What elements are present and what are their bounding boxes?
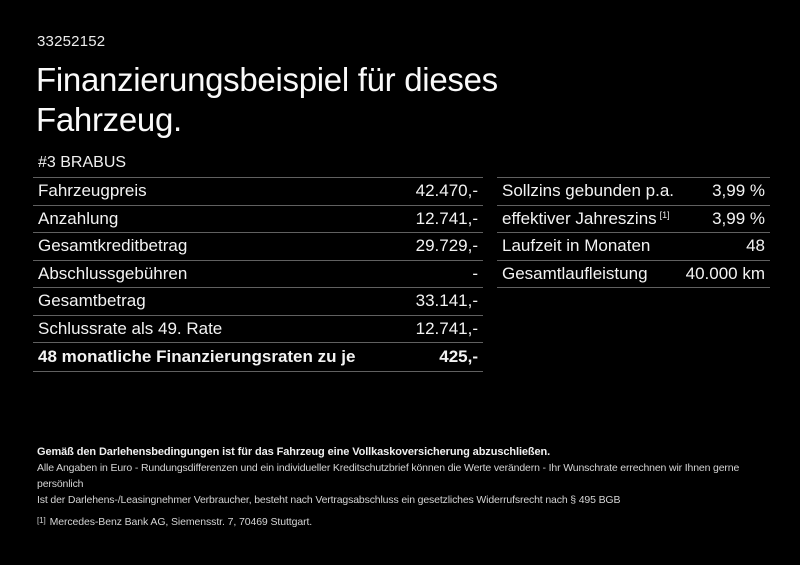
row-value: 12.741,- — [415, 208, 478, 228]
row-label: effektiver Jahreszins [1] — [502, 209, 670, 229]
conditions-table: Sollzins gebunden p.a. 3,99 % effektiver… — [497, 177, 770, 288]
table-row-gesamtkreditbetrag: Gesamtkreditbetrag 29.729,- — [33, 233, 483, 261]
table-row-anzahlung: Anzahlung 12.741,- — [33, 206, 483, 233]
document-id: 33252152 — [37, 33, 106, 50]
row-label: Gesamtkreditbetrag — [38, 236, 188, 256]
row-value: - — [472, 263, 478, 283]
row-label: Gesamtbetrag — [38, 291, 146, 311]
legal-fine-print: Gemäß den Darlehensbedingungen ist für d… — [37, 444, 767, 529]
table-row-laufzeit: Laufzeit in Monaten 48 — [497, 233, 770, 261]
page-title: Finanzierungsbeispiel für dieses Fahrzeu… — [36, 61, 498, 138]
table-row-gesamtlaufleistung: Gesamtlaufleistung 40.000 km — [497, 261, 770, 288]
table-row-effektiver-jahreszins: effektiver Jahreszins [1] 3,99 % — [497, 206, 770, 233]
table-row-fahrzeugpreis: Fahrzeugpreis 42.470,- — [33, 178, 483, 206]
row-label: 48 monatliche Finanzierungsraten zu je — [38, 347, 356, 366]
table-row-schlussrate: Schlussrate als 49. Rate 12.741,- — [33, 316, 483, 343]
row-value: 12.741,- — [415, 318, 478, 338]
table-row-gesamtbetrag: Gesamtbetrag 33.141,- — [33, 288, 483, 316]
table-row-sollzins: Sollzins gebunden p.a. 3,99 % — [497, 178, 770, 206]
rounding-note: Alle Angaben in Euro - Rundungsdifferenz… — [37, 462, 740, 490]
row-label: Fahrzeugpreis — [38, 181, 147, 201]
vehicle-name: #3 BRABUS — [38, 154, 127, 171]
table-row-monatsrate: 48 monatliche Finanzierungsraten zu je 4… — [33, 343, 483, 372]
row-label: Laufzeit in Monaten — [502, 236, 651, 256]
row-value: 40.000 km — [685, 263, 765, 283]
footnote-text: Mercedes-Benz Bank AG, Siemensstr. 7, 70… — [49, 516, 313, 528]
table-row-abschlussgebuehren: Abschlussgebühren - — [33, 261, 483, 288]
row-value: 3,99 % — [712, 181, 765, 201]
withdrawal-right-note: Ist der Darlehens-/Leasingnehmer Verbrau… — [37, 494, 621, 506]
row-label: Anzahlung — [38, 208, 119, 228]
row-value: 3,99 % — [712, 208, 765, 228]
insurance-requirement-note: Gemäß den Darlehensbedingungen ist für d… — [37, 446, 551, 458]
row-value: 33.141,- — [415, 291, 478, 311]
footnote-marker: [1] — [37, 516, 46, 525]
row-label: Sollzins gebunden p.a. — [502, 181, 675, 201]
bank-footnote: [1] Mercedes-Benz Bank AG, Siemensstr. 7,… — [37, 514, 767, 529]
row-label: Schlussrate als 49. Rate — [38, 318, 223, 338]
finance-table: Fahrzeugpreis 42.470,- Anzahlung 12.741,… — [33, 177, 483, 372]
row-label: Gesamtlaufleistung — [502, 263, 648, 283]
row-value: 42.470,- — [415, 181, 478, 201]
row-value: 48 — [746, 236, 765, 256]
footnote-marker: [1] — [659, 209, 670, 220]
row-label: Abschlussgebühren — [38, 263, 188, 283]
row-label-text: effektiver Jahreszins — [502, 208, 657, 228]
row-value: 29.729,- — [415, 236, 478, 256]
row-value: 425,- — [439, 347, 478, 366]
